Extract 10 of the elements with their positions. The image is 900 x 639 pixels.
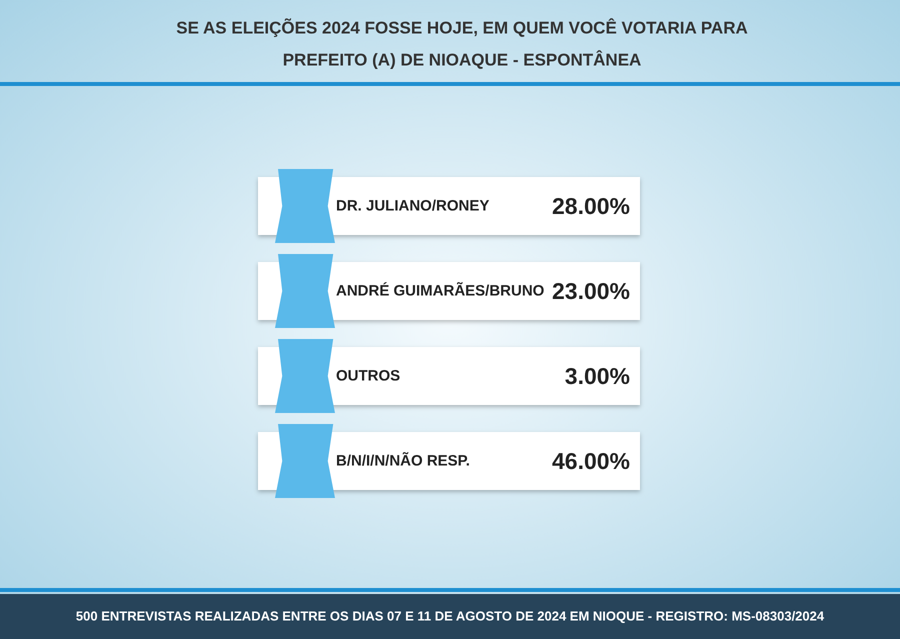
category-label: DR. JULIANO/RONEY [336,198,490,214]
category-label: B/N/I/N/NÃO RESP. [336,452,470,470]
category-label: ANDRÉ GUIMARÃES/BRUNO [336,282,545,300]
data-label: 46.00% [552,448,630,474]
category-label: OUTROS [336,368,400,384]
data-label: 23.00% [552,278,630,304]
data-label: 3.00% [564,363,630,389]
text: 500 ENTREVISTAS REALIZADAS ENTRE OS DIAS 07 E 11 DE AGOSTO DE 2024 EM NIOQUE - REGISTRO: MS-08303/2024 [76,608,825,624]
data-label: 28.00% [552,193,630,219]
text: SE AS ELEIÇÕES 2024 FOSSE HOJE, EM QUEM VOCÊ VOTARIA PARA PREFEITO (A) DE NIOAQUE - ESPONTÂNEA [176,18,748,70]
